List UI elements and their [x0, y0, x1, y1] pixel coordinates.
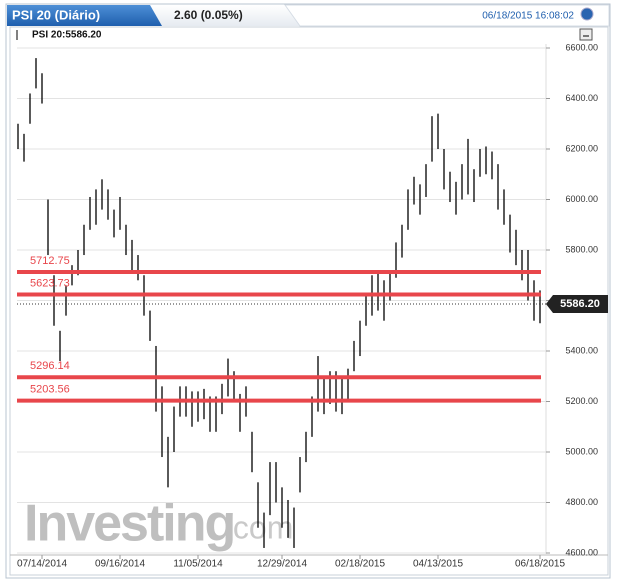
- y-tick-label: 5200.00: [565, 396, 598, 406]
- y-tick-label: 5000.00: [565, 446, 598, 456]
- frame: [5, 3, 611, 579]
- minimize[interactable]: [579, 28, 593, 41]
- y-tick-label: 6000.00: [565, 194, 598, 204]
- last-price-box: [546, 294, 608, 313]
- y-tick-label: 6200.00: [565, 143, 598, 153]
- refresh-icon[interactable]: [580, 7, 594, 21]
- tab-title: PSI 20 (Diário): [12, 7, 100, 22]
- x-tick-label: 12/29/2014: [257, 559, 307, 570]
- change: 2.60 (0.05%): [174, 8, 243, 22]
- x-tick-label: 09/16/2014: [95, 559, 145, 570]
- watermark-suffix: .com: [224, 509, 293, 545]
- level-label: 5203.56: [30, 384, 70, 396]
- y-tick-label: 4600.00: [565, 547, 598, 557]
- legend: PSI 20:5586.20: [32, 30, 102, 41]
- x-tick-label: 07/14/2014: [17, 559, 67, 570]
- level-label: 5296.14: [30, 360, 70, 372]
- level-label: 5623.73: [30, 277, 70, 289]
- x-tick-label: 11/05/2014: [173, 559, 223, 570]
- watermark: Investing: [24, 495, 234, 553]
- x-tick-label: 02/18/2015: [335, 559, 385, 570]
- y-tick-label: 5800.00: [565, 244, 598, 254]
- y-tick-label: 5400.00: [565, 345, 598, 355]
- y-tick-label: 6600.00: [565, 42, 598, 52]
- level-label: 5712.75: [30, 255, 70, 267]
- last-price-label: 5586.20: [560, 298, 600, 310]
- y-tick-label: 4800.00: [565, 497, 598, 507]
- header-right: [284, 4, 610, 27]
- x-tick-label: 06/18/2015: [515, 559, 565, 570]
- x-tick-label: 04/13/2015: [413, 559, 463, 570]
- tab: [7, 5, 162, 26]
- timestamp: 06/18/2015 16:08:02: [482, 11, 574, 22]
- y-tick-label: 6400.00: [565, 93, 598, 103]
